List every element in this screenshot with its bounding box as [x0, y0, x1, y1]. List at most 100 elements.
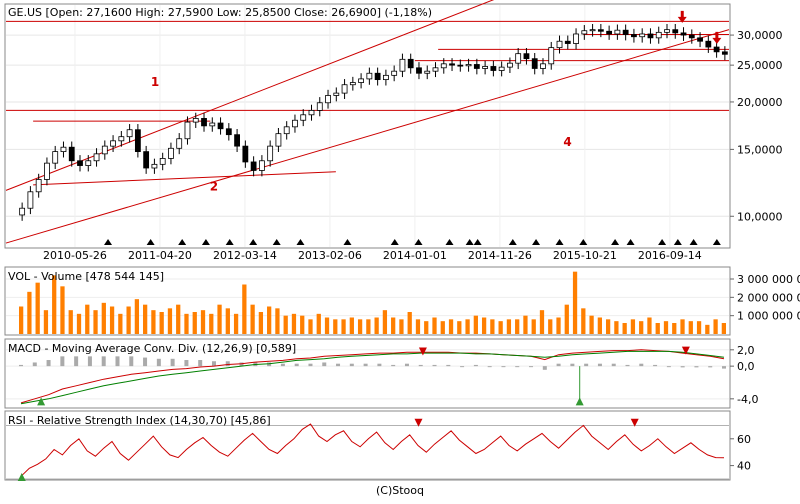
event-triangle-icon — [146, 239, 155, 245]
event-triangle-icon — [473, 239, 482, 245]
volume-bar — [366, 319, 371, 334]
event-triangle-icon — [296, 239, 305, 245]
macd-histogram-bar — [639, 363, 644, 367]
macd-histogram-bar — [460, 366, 465, 368]
volume-bar — [721, 323, 726, 334]
event-triangle-icon — [689, 239, 698, 245]
macd-histogram-bar — [680, 366, 685, 368]
event-triangle-icon — [343, 239, 352, 245]
candle-body — [507, 62, 513, 68]
volume-bar — [415, 319, 421, 334]
volume-bar — [589, 315, 594, 334]
volume-bar — [233, 313, 239, 334]
macd-histogram-bar — [32, 362, 37, 367]
candle-body — [548, 47, 555, 65]
macd-histogram-bar — [19, 364, 23, 367]
rsi-panel — [4, 410, 731, 481]
macd-header: MACD - Moving Average Conv. Div. (12,26,… — [8, 342, 296, 355]
volume-bar — [60, 286, 65, 334]
volume-bar — [655, 323, 660, 334]
candle-body — [308, 110, 315, 116]
sell-triangle-icon — [681, 346, 690, 355]
candle-body — [333, 92, 340, 96]
volume-bar — [374, 317, 379, 334]
volume-bar — [291, 313, 297, 334]
volume-bar — [490, 319, 495, 334]
volume-bar — [217, 304, 222, 334]
candle-body — [374, 72, 381, 81]
candle-body — [159, 158, 166, 165]
price-y-tick-label: 25,0000 — [737, 59, 783, 72]
macd-histogram-bar — [267, 362, 272, 367]
volume-bar — [134, 299, 140, 334]
candle-body — [349, 82, 356, 86]
volume-bar — [639, 321, 644, 334]
candle-body — [713, 46, 720, 53]
macd-histogram-bar — [170, 358, 175, 367]
macd-histogram-bar — [694, 366, 699, 368]
volume-bar — [300, 315, 305, 334]
macd-histogram-bar — [239, 362, 244, 367]
macd-histogram-bar — [625, 364, 630, 367]
event-triangle-icon — [508, 239, 517, 245]
rsi-y-tick-label: 40 — [737, 460, 751, 473]
x-tick-label: 2010-05-26 — [43, 249, 107, 262]
volume-bar — [209, 313, 214, 334]
candle-body — [234, 134, 240, 147]
candle-body — [192, 118, 199, 123]
candle-body — [134, 129, 141, 153]
rsi-y-tick-label: 60 — [737, 433, 751, 446]
volume-bar — [357, 319, 363, 334]
candle-body — [60, 146, 67, 153]
candle-body — [77, 160, 83, 166]
macd-histogram-bar — [611, 363, 616, 367]
event-triangle-icon — [673, 239, 682, 245]
candle-body — [531, 58, 538, 69]
candle-body — [622, 29, 629, 35]
annotation-label: 1 — [151, 75, 159, 89]
macd-histogram-bar — [515, 366, 520, 368]
x-tick-label: 2015-10-21 — [553, 249, 617, 262]
annotation-label: 4 — [563, 135, 571, 149]
macd-histogram-bar — [529, 366, 534, 368]
candle-body — [358, 78, 364, 83]
x-tick-label: 2011-04-20 — [128, 249, 192, 262]
volume-bar — [515, 319, 520, 334]
volume-bar — [688, 321, 693, 334]
candle-body — [126, 129, 133, 138]
candle-body — [490, 66, 497, 71]
event-triangle-icon — [611, 239, 620, 245]
volume-bar — [76, 313, 82, 334]
candle-body — [705, 40, 712, 48]
macd-histogram-bar — [308, 363, 313, 367]
volume-header: VOL - Volume [478 544 145] — [8, 270, 164, 283]
copyright-footer: (C)Stooq — [376, 484, 424, 497]
candle-body — [639, 33, 646, 38]
macd-histogram-bar — [418, 364, 423, 367]
volume-bar — [324, 317, 330, 334]
candle-body — [647, 33, 654, 39]
rsi-header: RSI - Relative Strength Index (14,30,70)… — [8, 414, 271, 427]
macd-histogram-bar — [722, 366, 726, 369]
volume-bar — [705, 324, 710, 334]
event-triangle-icon — [658, 239, 667, 245]
candle-body — [168, 147, 174, 159]
volume-bar — [647, 317, 652, 334]
candle-body — [440, 63, 447, 69]
macd-histogram-bar — [74, 356, 79, 367]
candle-body — [176, 138, 183, 149]
macd-histogram-bar — [87, 356, 92, 367]
volume-bar — [258, 312, 264, 334]
candle-body — [151, 163, 158, 169]
event-triangle-icon — [465, 239, 474, 245]
candle-body — [292, 119, 298, 128]
candle-body — [283, 126, 290, 135]
volume-bar — [341, 319, 346, 334]
macd-y-tick-label: -4,0 — [737, 393, 758, 406]
candle-body — [366, 72, 373, 80]
candle-body — [449, 63, 455, 66]
volume-bar — [696, 321, 702, 334]
macd-histogram-bar — [391, 364, 396, 367]
macd-histogram-bar — [60, 356, 65, 367]
